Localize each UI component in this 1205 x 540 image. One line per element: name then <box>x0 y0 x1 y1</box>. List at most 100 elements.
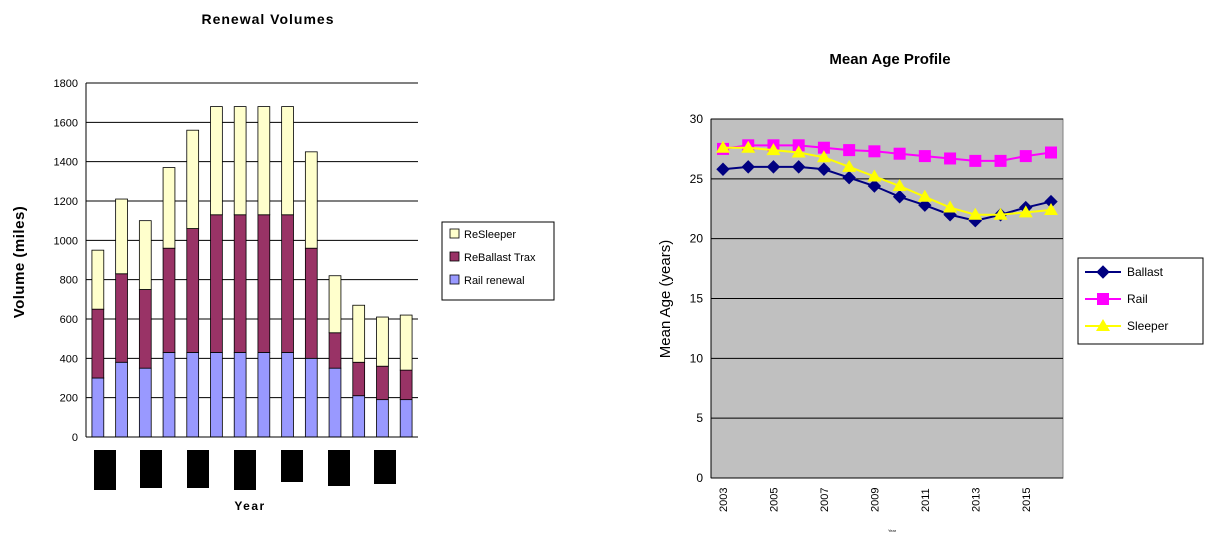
bar-segment-resleeper <box>399 314 413 371</box>
axes <box>710 119 1063 479</box>
redaction-box <box>94 450 116 490</box>
point-rail <box>1019 150 1032 163</box>
bar-segment-rail-renewal <box>257 352 271 438</box>
y-tick-labels: 0 200 400 600 800 1000 1200 1400 1600 1800 <box>54 78 78 444</box>
redaction-box <box>187 450 209 488</box>
legend-label: ReBallast Trax <box>464 252 536 264</box>
bar-segment-resleeper <box>186 129 200 229</box>
y-tick-label: 1600 <box>54 117 78 129</box>
bar-segment-reballast-trax <box>399 369 413 401</box>
y-tick-label: 1200 <box>54 196 78 208</box>
y-tick-label: 200 <box>60 393 78 405</box>
bar-segment-reballast-trax <box>376 365 389 401</box>
x-tick-label: 2013 <box>970 488 982 512</box>
redaction-box <box>140 450 162 488</box>
point-rail <box>969 154 982 167</box>
bar-segment-reballast-trax <box>115 273 128 363</box>
y-tick-label: 1000 <box>54 235 78 247</box>
bar-segment-rail-renewal <box>376 399 389 438</box>
bar-segment-reballast-trax <box>352 361 366 397</box>
bar-segment-reballast-trax <box>186 228 200 353</box>
bar-segment-resleeper <box>304 151 318 249</box>
bar-segment-rail-renewal <box>399 399 413 438</box>
point-ballast <box>892 190 907 204</box>
bar-segment-rail-renewal <box>138 367 152 438</box>
point-ballast <box>867 179 882 193</box>
bar-segment-reballast-trax <box>162 247 176 353</box>
point-ballast <box>918 198 932 212</box>
point-sleeper <box>1018 205 1033 218</box>
point-rail <box>1045 146 1057 159</box>
point-sleeper <box>791 145 806 158</box>
axes <box>85 83 418 438</box>
bar-segment-rail-renewal <box>328 367 342 438</box>
y-axis-label: Volume (miles) <box>11 206 28 319</box>
bar-segment-rail-renewal <box>281 352 294 438</box>
bar-segment-resleeper <box>328 275 342 334</box>
point-rail <box>893 147 906 160</box>
y-tick-label: 30 <box>690 112 704 126</box>
bar-segment-resleeper <box>352 304 366 363</box>
legend-swatch <box>449 251 460 262</box>
bar-segment-resleeper <box>376 316 389 367</box>
legend-swatch <box>449 228 460 239</box>
y-tick-label: 0 <box>72 432 78 444</box>
bar-segment-reballast-trax <box>233 214 247 353</box>
bar-segment-reballast-trax <box>328 332 342 369</box>
bar-segment-rail-renewal <box>162 352 176 438</box>
bar-segment-rail-renewal <box>115 361 128 438</box>
x-tick-labels: 2003 2005 2007 2009 2011 2013 2015 <box>718 488 1033 512</box>
bar-segment-reballast-trax <box>281 214 294 353</box>
bar-segment-resleeper <box>138 220 152 290</box>
redaction-box <box>374 450 396 484</box>
legend: Ballast Rail Sleeper <box>1077 257 1204 345</box>
y-tick-label: 600 <box>60 314 78 326</box>
legend-marker <box>1096 265 1110 279</box>
y-tick-label: 25 <box>690 172 704 186</box>
point-sleeper <box>1044 202 1058 215</box>
bar-segment-reballast-trax <box>304 247 318 359</box>
bar-segment-resleeper <box>257 106 271 216</box>
point-ballast <box>842 170 856 185</box>
chart-title: Renewal Volumes <box>201 11 334 27</box>
redaction-box <box>281 450 303 482</box>
mean-age-profile-chart: Mean Age Profile Mean Age (years) Year 0… <box>600 0 1205 535</box>
y-tick-label: 1800 <box>54 78 78 90</box>
mean-age-profile-svg: Mean Age Profile Mean Age (years) Year 0… <box>657 51 1204 533</box>
point-rail <box>817 141 830 154</box>
bar-segment-resleeper <box>91 249 105 310</box>
point-sleeper <box>943 200 958 213</box>
legend-label: Rail <box>1127 292 1148 306</box>
point-rail <box>868 145 881 158</box>
point-sleeper <box>816 150 831 163</box>
y-tick-label: 1400 <box>54 157 78 169</box>
point-ballast <box>766 160 781 174</box>
x-axis-label: Year <box>234 499 265 513</box>
bar-segment-reballast-trax <box>210 214 223 353</box>
chart-title: Mean Age Profile <box>829 51 950 68</box>
legend-label: Rail renewal <box>464 275 525 287</box>
y-tick-label: 0 <box>696 471 703 485</box>
bar-segment-resleeper <box>162 167 176 249</box>
legend-marker <box>1096 319 1110 331</box>
point-sleeper <box>917 189 932 202</box>
legend-swatch <box>449 274 460 285</box>
renewal-volumes-chart: Renewal Volumes Volume (miles) Year 0 200… <box>0 0 600 535</box>
bar-segment-resleeper <box>233 106 247 216</box>
bar-segment-rail-renewal <box>91 377 105 438</box>
y-tick-label: 15 <box>690 292 704 306</box>
x-tick-label: 2003 <box>718 488 730 512</box>
x-tick-label: 2007 <box>819 488 831 512</box>
y-tick-label: 20 <box>690 232 704 246</box>
point-sleeper <box>892 179 907 192</box>
bar-segment-resleeper <box>115 198 128 275</box>
point-rail <box>843 144 856 157</box>
point-ballast <box>741 160 755 174</box>
bar-stacks <box>91 106 413 438</box>
point-sleeper <box>993 207 1008 220</box>
series-lines <box>716 139 1058 228</box>
redacted-x-tick-labels <box>94 450 396 490</box>
y-tick-label: 5 <box>696 411 703 425</box>
redaction-box <box>328 450 350 486</box>
x-tick-label: 2011 <box>920 488 932 512</box>
